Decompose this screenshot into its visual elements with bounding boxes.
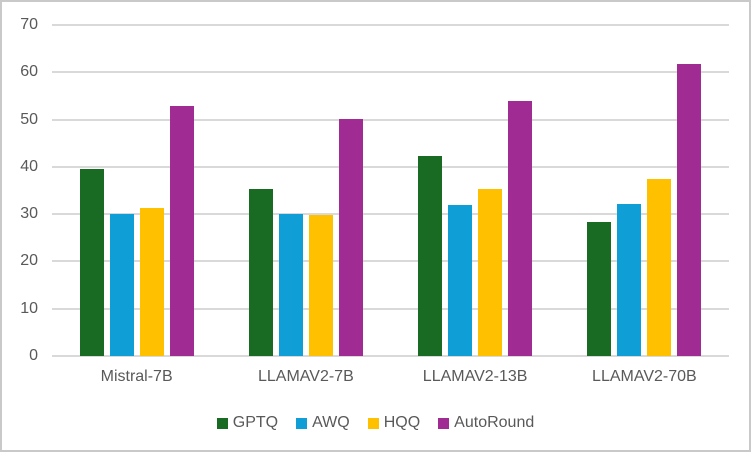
bar-awq-llamav2-70b xyxy=(617,203,642,356)
bar-autoround-llamav2-7b xyxy=(338,118,363,356)
gridline-20 xyxy=(52,260,729,263)
gridline-30 xyxy=(52,213,729,216)
legend-item-awq: AWQ xyxy=(296,414,350,432)
legend-swatch-icon xyxy=(438,417,450,429)
y-tick-label: 70 xyxy=(20,16,38,33)
bar-hqq-llamav2-7b xyxy=(308,215,333,356)
legend-label: HQQ xyxy=(383,414,421,431)
gridline-40 xyxy=(52,165,729,168)
x-category-label: LLAMAV2-70B xyxy=(592,368,697,385)
bar-awq-mistral-7b xyxy=(109,214,134,356)
y-tick-label: 10 xyxy=(20,299,38,317)
x-category-label: LLAMAV2-13B xyxy=(422,368,528,385)
gridline-10 xyxy=(52,307,729,310)
bar-gptq-mistral-7b xyxy=(79,169,104,356)
bar-gptq-llamav2-13b xyxy=(418,155,443,356)
legend-item-autoround: AutoRound xyxy=(438,414,534,432)
gridline-70 xyxy=(52,24,729,26)
bar-autoround-mistral-7b xyxy=(169,105,194,356)
y-tick-label: 50 xyxy=(20,110,38,128)
y-tick-label: 60 xyxy=(20,63,38,81)
legend-item-hqq: HQQ xyxy=(367,414,421,432)
bar-autoround-llamav2-70b xyxy=(677,64,702,356)
legend-swatch-icon xyxy=(216,417,228,429)
y-tick-label: 30 xyxy=(20,205,38,223)
bar-gptq-llamav2-7b xyxy=(248,189,273,356)
legend: GPTQ AWQ HQQ AutoRound xyxy=(2,414,749,432)
legend-label: AutoRound xyxy=(454,414,535,431)
bar-gptq-llamav2-70b xyxy=(587,222,612,356)
y-tick-label: 0 xyxy=(29,347,38,364)
bar-hqq-llamav2-13b xyxy=(478,189,503,356)
gridline-50 xyxy=(52,118,729,121)
legend-label: AWQ xyxy=(312,414,350,431)
gridline-0 xyxy=(52,355,729,357)
gridline-60 xyxy=(52,71,729,74)
legend-item-gptq: GPTQ xyxy=(216,414,279,432)
bar-hqq-llamav2-70b xyxy=(647,179,672,356)
bar-awq-llamav2-7b xyxy=(278,214,303,356)
legend-swatch-icon xyxy=(367,417,379,429)
legend-swatch-icon xyxy=(296,417,308,429)
y-tick-label: 40 xyxy=(20,157,38,175)
x-category-label: LLAMAV2-7B xyxy=(258,368,354,385)
bar-awq-llamav2-13b xyxy=(448,204,473,356)
y-tick-label: 20 xyxy=(20,252,38,270)
bar-hqq-mistral-7b xyxy=(139,207,164,356)
bar-autoround-llamav2-13b xyxy=(508,100,533,356)
legend-label: GPTQ xyxy=(232,414,279,431)
x-category-label: Mistral-7B xyxy=(100,368,173,385)
